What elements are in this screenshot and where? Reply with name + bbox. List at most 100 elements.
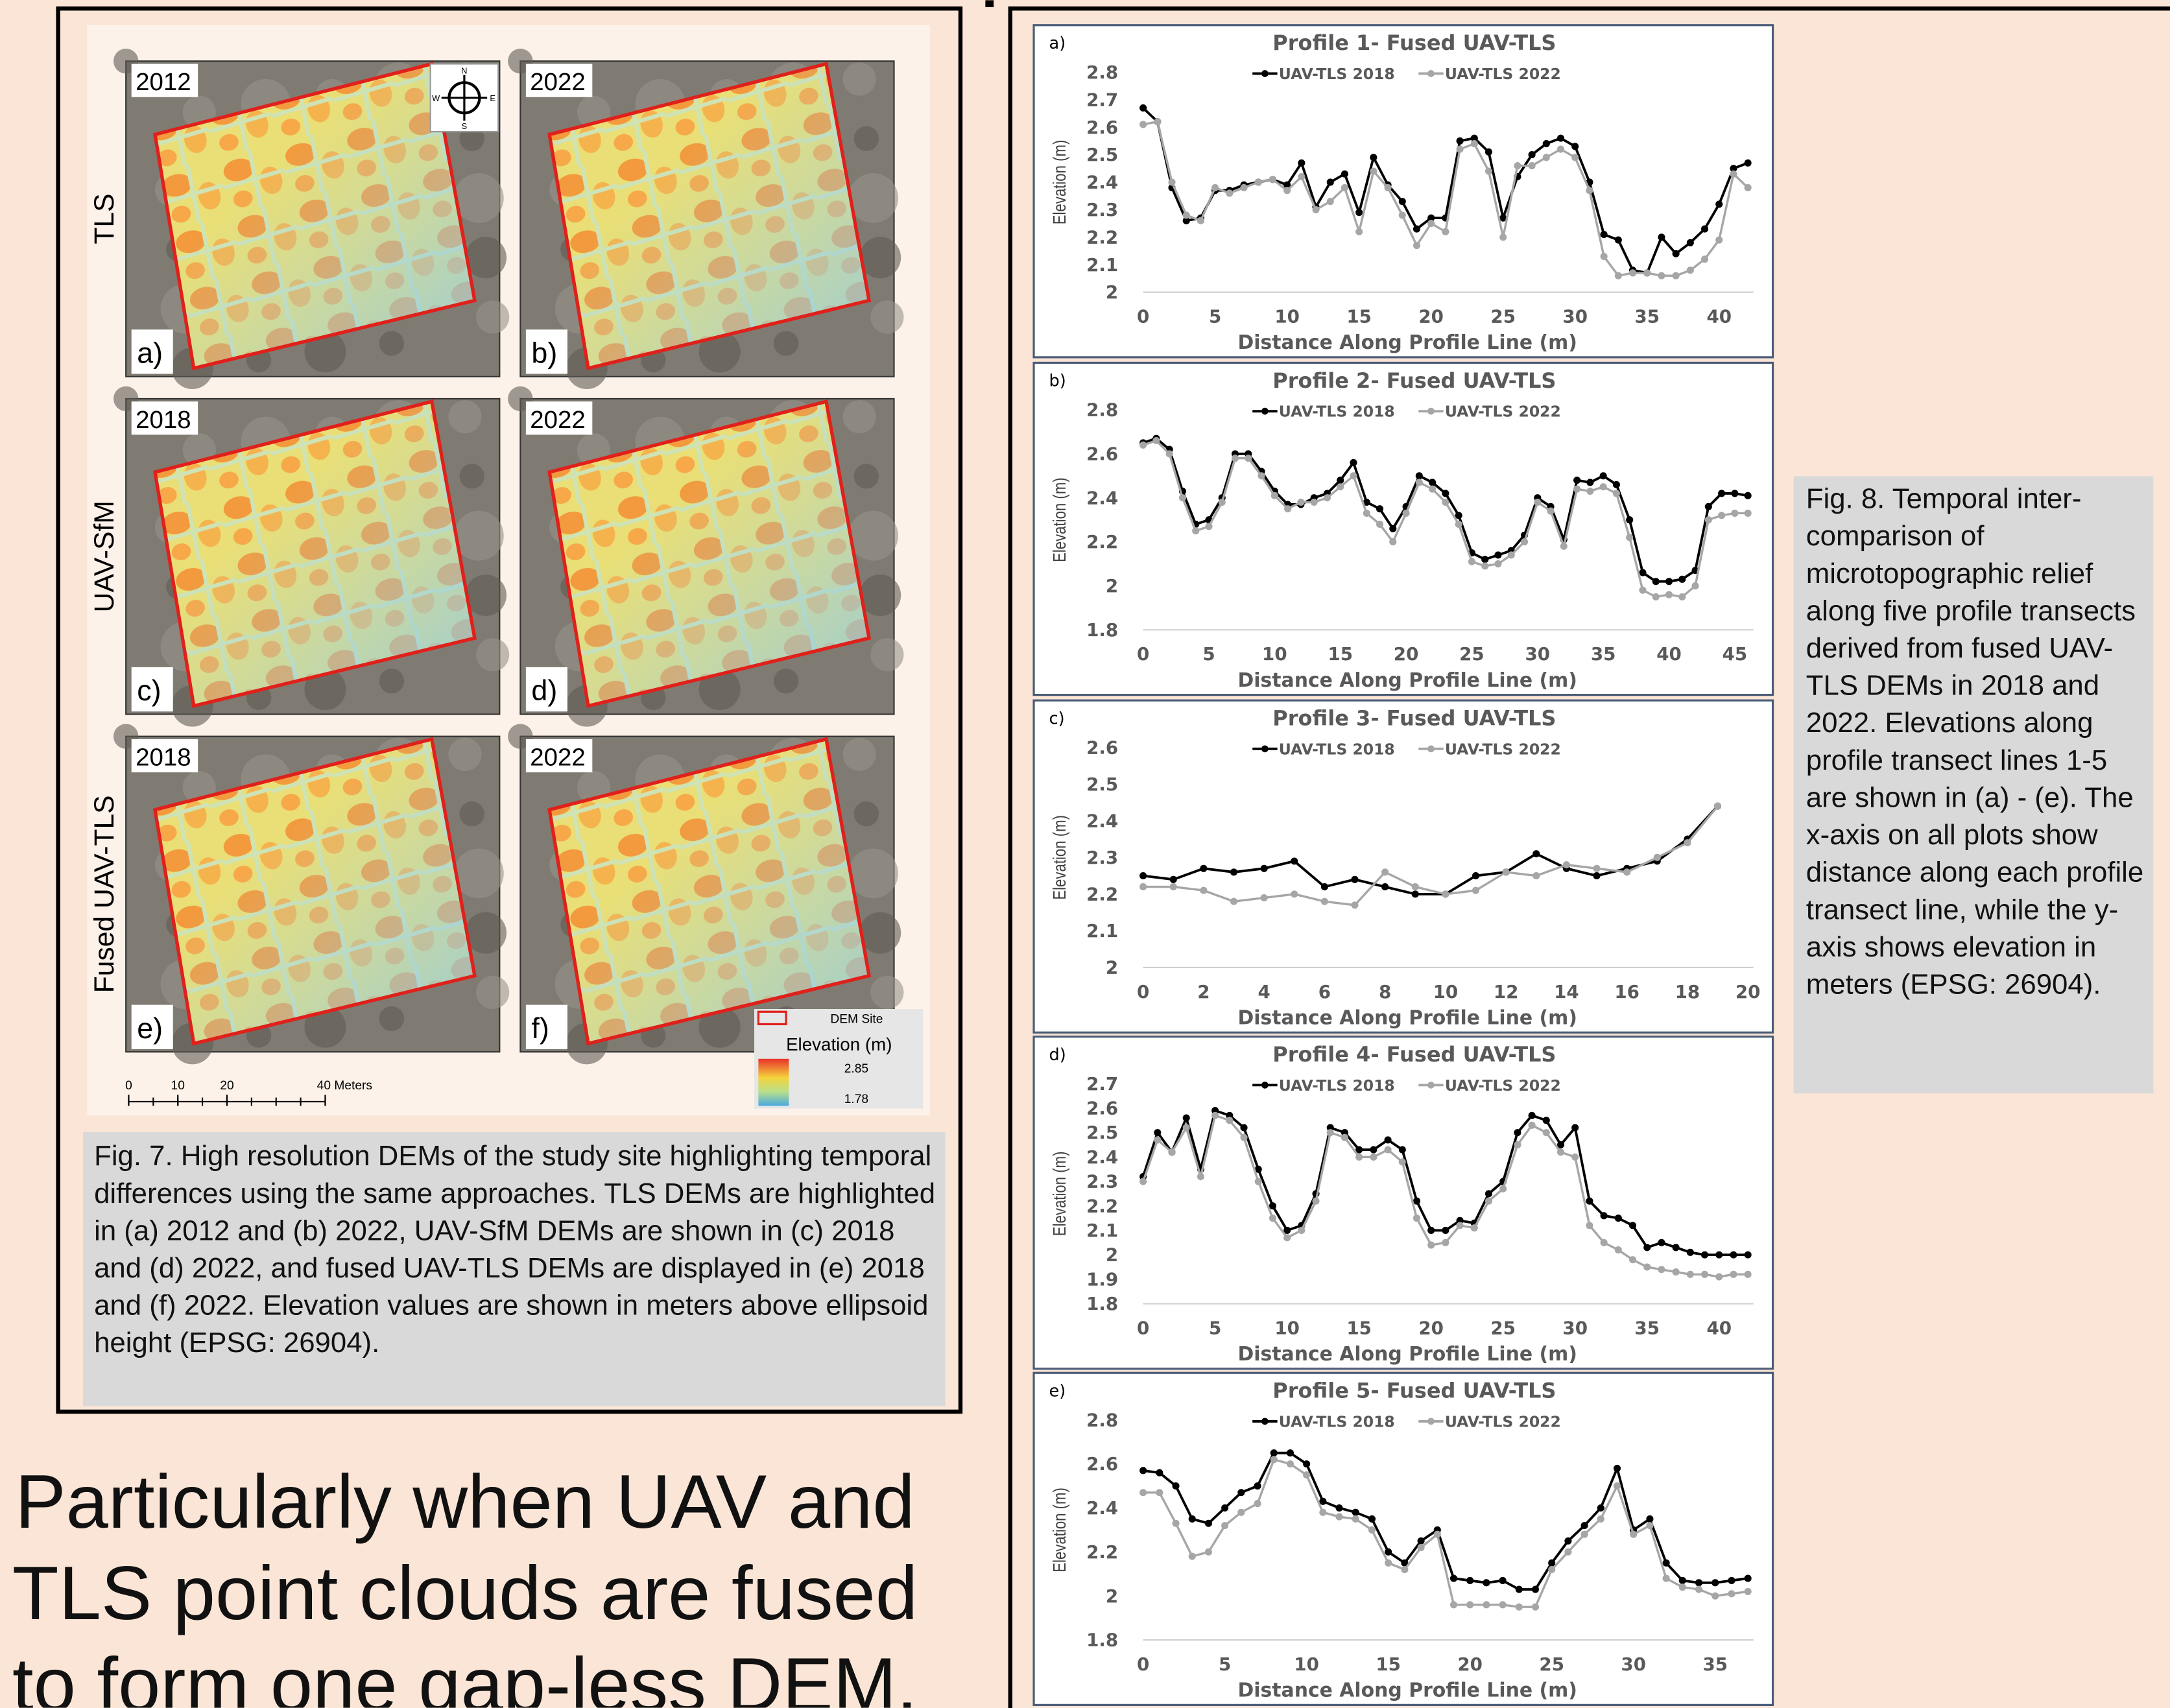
series-point: [1258, 472, 1265, 479]
legend-marker: [1261, 408, 1269, 415]
legend-label: UAV-TLS 2022: [1445, 1076, 1561, 1095]
panel-letter: e): [137, 1012, 163, 1045]
series-point: [1701, 255, 1708, 263]
series-point: [1503, 868, 1510, 875]
series-point: [1139, 104, 1147, 112]
panel-letter: a): [137, 337, 163, 369]
x-tick-label: 15: [1346, 1317, 1372, 1338]
x-tick-label: 40: [1656, 643, 1682, 665]
series-point: [1730, 1251, 1737, 1259]
series-point: [1494, 560, 1501, 567]
x-tick-label: 10: [1262, 643, 1287, 665]
series-point: [1385, 1548, 1392, 1556]
series-point: [1337, 483, 1344, 490]
legend-marker: [1427, 1082, 1435, 1089]
x-tick-label: 4: [1258, 981, 1270, 1002]
series-point: [1370, 1154, 1377, 1161]
y-tick-label: 2.2: [1086, 1195, 1118, 1216]
x-tick-label: 0: [1137, 1317, 1149, 1338]
series-point: [1529, 162, 1536, 169]
series-point: [1200, 887, 1207, 894]
legend-high: 2.85: [844, 1062, 868, 1076]
y-tick-label: 2.1: [1086, 254, 1118, 276]
series-point: [1240, 1134, 1247, 1141]
legend-marker: [1427, 70, 1435, 77]
series-point: [1313, 1198, 1320, 1205]
x-tick-label: 25: [1459, 643, 1484, 665]
series-point: [1626, 516, 1633, 523]
series-point: [1615, 1246, 1622, 1253]
profile-chart: c)Profile 3- Fused UAV-TLS22.12.22.32.42…: [1034, 700, 1773, 1032]
series-point: [1701, 226, 1708, 233]
x-tick-label: 15: [1328, 643, 1353, 665]
x-tick-label: 20: [1418, 306, 1444, 327]
x-tick-label: 16: [1614, 981, 1639, 1002]
series-point: [1564, 1537, 1571, 1545]
series-point: [1543, 154, 1550, 161]
series-point: [1170, 883, 1177, 890]
series-point: [1692, 582, 1699, 589]
series-point: [1429, 486, 1436, 493]
series-point: [1548, 1566, 1555, 1573]
y-tick-label: 2.3: [1086, 199, 1118, 220]
series-point: [1200, 865, 1207, 872]
series-point: [1581, 1531, 1588, 1538]
panel-letter: f): [531, 1012, 549, 1045]
series-point: [1297, 499, 1304, 506]
x-tick-label: 5: [1202, 643, 1215, 665]
poster: Fig. 7. High resolution DEMs of the stud…: [0, 0, 2170, 1708]
series-point: [1614, 1482, 1621, 1489]
aerial-texture: [454, 848, 504, 898]
aerial-texture: [843, 738, 876, 771]
series-point: [1715, 200, 1723, 208]
series-point: [1514, 162, 1521, 169]
cut-glyph: [985, 0, 994, 7]
series-point: [1381, 883, 1389, 890]
series-point: [1337, 477, 1344, 484]
profile-chart: d)Profile 4- Fused UAV-TLS1.81.922.12.22…: [1034, 1037, 1773, 1369]
aerial-texture: [476, 976, 509, 1009]
series-point: [1413, 1215, 1420, 1222]
series-point: [1730, 171, 1737, 178]
series-point: [1172, 1520, 1179, 1527]
series-point: [1385, 1560, 1392, 1567]
series-point: [1341, 171, 1348, 178]
panel-letter: c): [137, 674, 161, 707]
series-point: [1284, 505, 1291, 512]
series-point: [1615, 1215, 1622, 1222]
series-point: [1516, 1585, 1523, 1593]
series-point: [1355, 1154, 1363, 1161]
series-point: [1571, 154, 1579, 161]
series-point: [1485, 1190, 1492, 1197]
chart-title: Profile 3- Fused UAV-TLS: [1272, 706, 1556, 731]
x-tick-label: 40: [1706, 306, 1732, 327]
panel-label: c): [1049, 709, 1065, 728]
row-label: TLS: [89, 193, 120, 244]
series-point: [1450, 1575, 1457, 1582]
x-tick-label: 45: [1723, 643, 1748, 665]
x-axis-label: Distance Along Profile Line (m): [1237, 331, 1577, 354]
series-point: [1427, 220, 1435, 227]
series-point: [1730, 1271, 1737, 1278]
series-point: [1472, 872, 1479, 879]
y-tick-label: 2.2: [1086, 1541, 1118, 1563]
scale-label: 20: [220, 1079, 233, 1093]
y-tick-label: 2.6: [1086, 1453, 1118, 1475]
series-point: [1658, 1239, 1665, 1246]
series-point: [1455, 521, 1462, 528]
x-tick-label: 10: [1294, 1654, 1319, 1675]
series-point: [1745, 492, 1752, 499]
series-point: [1442, 1239, 1449, 1246]
series-point: [1597, 1515, 1604, 1523]
series-point: [1695, 1585, 1702, 1593]
y-tick-label: 2.2: [1086, 531, 1118, 552]
series-point: [1226, 189, 1233, 196]
series-point: [1327, 198, 1334, 205]
y-tick-label: 2.4: [1086, 810, 1118, 831]
series-point: [1678, 576, 1686, 583]
aerial-texture: [454, 511, 504, 561]
series-point: [1715, 1251, 1723, 1259]
legend-marker: [1261, 1418, 1269, 1425]
